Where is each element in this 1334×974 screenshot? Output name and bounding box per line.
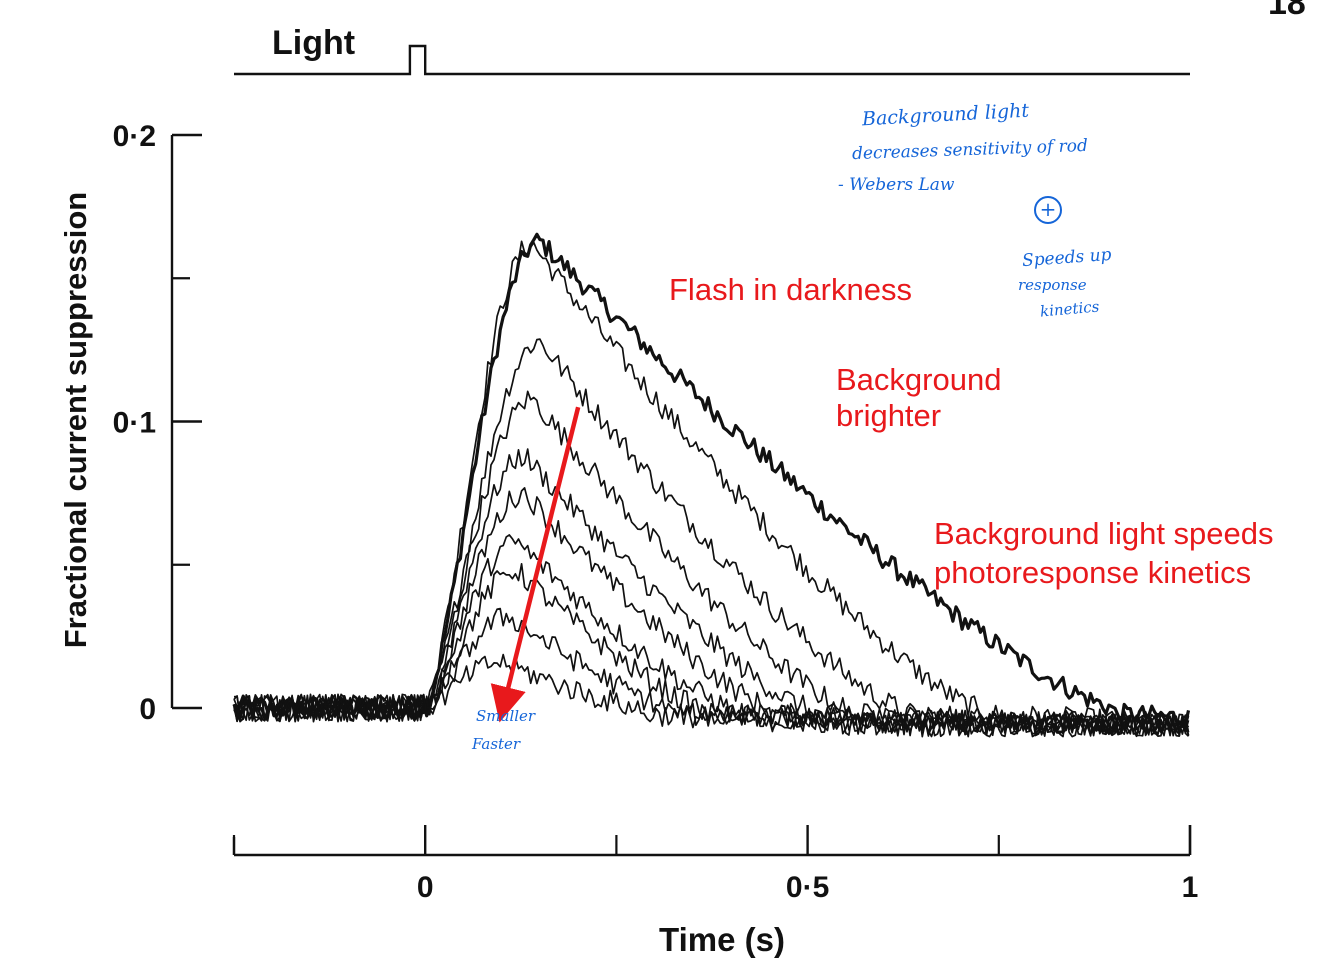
page-number: 18 xyxy=(1268,0,1306,22)
annotation-summary: Background light speeds photoresponse ki… xyxy=(934,514,1274,592)
x-tick-label-0: 0 xyxy=(417,871,434,904)
handwritten-speeds-line2: response xyxy=(1018,276,1087,294)
x-tick-label-1: 0·5 xyxy=(786,871,829,904)
handwritten-smaller: Smaller xyxy=(476,707,536,725)
annotation-background-brighter-line1: Background xyxy=(836,362,1002,397)
y-axis-label: Fractional current suppression xyxy=(58,191,93,649)
annotation-summary-line2: photoresponse kinetics xyxy=(934,555,1252,590)
trace-5 xyxy=(233,487,1190,738)
handwritten-note-line3: - Webers Law xyxy=(838,175,955,195)
handwritten-faster: Faster xyxy=(472,735,521,753)
annotation-summary-line1: Background light speeds xyxy=(934,516,1274,551)
y-tick-label-2: 0·2 xyxy=(113,120,156,153)
y-tick-label-0: 0 xyxy=(139,693,156,726)
annotation-background-brighter: Background brighter xyxy=(836,362,1001,434)
handwritten-plus: + xyxy=(1034,196,1062,224)
annotation-background-brighter-line2: brighter xyxy=(836,398,942,433)
background-brighter-arrow xyxy=(490,406,581,723)
stimulus-trace xyxy=(234,44,1190,76)
y-tick-label-1: 0·1 xyxy=(113,407,156,440)
trace-7 xyxy=(233,562,1190,738)
annotation-flash-in-darkness: Flash in darkness xyxy=(669,272,912,307)
stimulus-label: Light xyxy=(272,24,356,62)
x-tick-label-2: 1 xyxy=(1182,871,1199,904)
x-axis-label: Time (s) xyxy=(659,921,785,958)
trace-9 xyxy=(233,653,1190,738)
